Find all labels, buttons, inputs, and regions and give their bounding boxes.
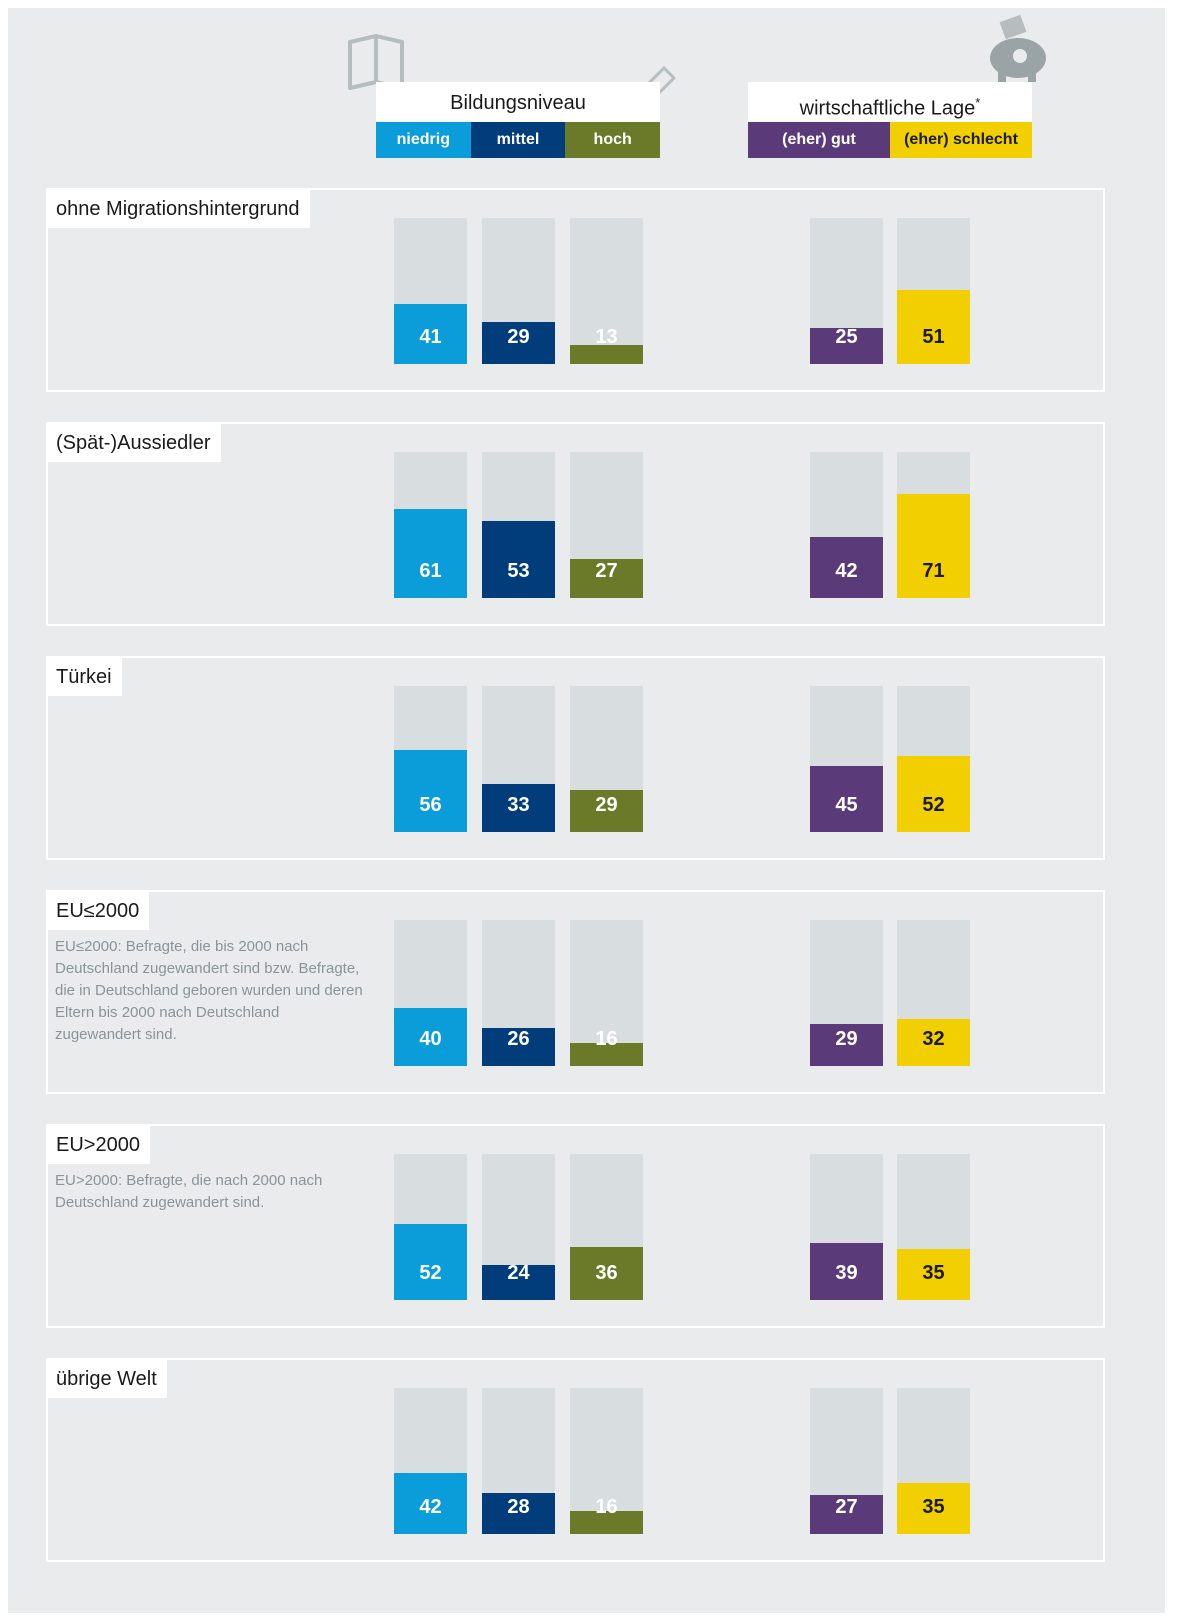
value-label: 35 <box>897 1496 970 1526</box>
value-label: 42 <box>394 1496 467 1526</box>
row-label: EU>2000 <box>46 1124 150 1164</box>
value-label: 28 <box>482 1496 555 1526</box>
value-label: 25 <box>810 326 883 356</box>
value-label: 45 <box>810 794 883 824</box>
value-label: 56 <box>394 794 467 824</box>
value-label: 26 <box>482 1028 555 1058</box>
row-label: Türkei <box>46 656 122 696</box>
value-label: 27 <box>570 560 643 590</box>
value-label: 24 <box>482 1262 555 1292</box>
row-label: (Spät-)Aussiedler <box>46 422 221 462</box>
value-label: 16 <box>570 1496 643 1526</box>
infographic: Bildungsniveau niedrigmittelhoch wirtschaf… <box>0 0 1181 1621</box>
legend-entry: (eher) gut <box>748 122 890 158</box>
value-label: 51 <box>897 326 970 356</box>
row-note: EU>2000: Befragte, die nach 2000 nach De… <box>55 1170 365 1214</box>
legend-entry: hoch <box>565 122 660 158</box>
row-label: übrige Welt <box>46 1358 167 1398</box>
row-label: EU≤2000 <box>46 890 149 930</box>
value-label: 16 <box>570 1028 643 1058</box>
value-label: 13 <box>570 326 643 356</box>
section-title: Bildungsniveau <box>376 82 660 122</box>
section-title: wirtschaftliche Lage* <box>748 82 1032 122</box>
value-label: 29 <box>810 1028 883 1058</box>
legend-entry: (eher) schlecht <box>890 122 1032 158</box>
legend-entry: niedrig <box>376 122 471 158</box>
value-label: 32 <box>897 1028 970 1058</box>
value-label: 35 <box>897 1262 970 1292</box>
value-label: 40 <box>394 1028 467 1058</box>
value-label: 71 <box>897 560 970 590</box>
piggy-bank-icon <box>980 14 1060 84</box>
row-note: EU≤2000: Befragte, die bis 2000 nach Deu… <box>55 936 365 1046</box>
value-label: 33 <box>482 794 555 824</box>
legend-entry: mittel <box>471 122 566 158</box>
section-title-text: wirtschaftliche Lage <box>800 98 976 120</box>
row-label: ohne Migrationshintergrund <box>46 188 310 228</box>
value-label: 61 <box>394 560 467 590</box>
book-icon <box>340 30 420 90</box>
value-label: 52 <box>897 794 970 824</box>
value-label: 42 <box>810 560 883 590</box>
value-label: 36 <box>570 1262 643 1292</box>
value-label: 53 <box>482 560 555 590</box>
value-label: 52 <box>394 1262 467 1292</box>
value-label: 29 <box>482 326 555 356</box>
value-label: 27 <box>810 1496 883 1526</box>
value-label: 29 <box>570 794 643 824</box>
value-label: 39 <box>810 1262 883 1292</box>
section-title-text: Bildungsniveau <box>450 92 586 114</box>
footnote-mark: * <box>975 95 980 110</box>
value-label: 41 <box>394 326 467 356</box>
